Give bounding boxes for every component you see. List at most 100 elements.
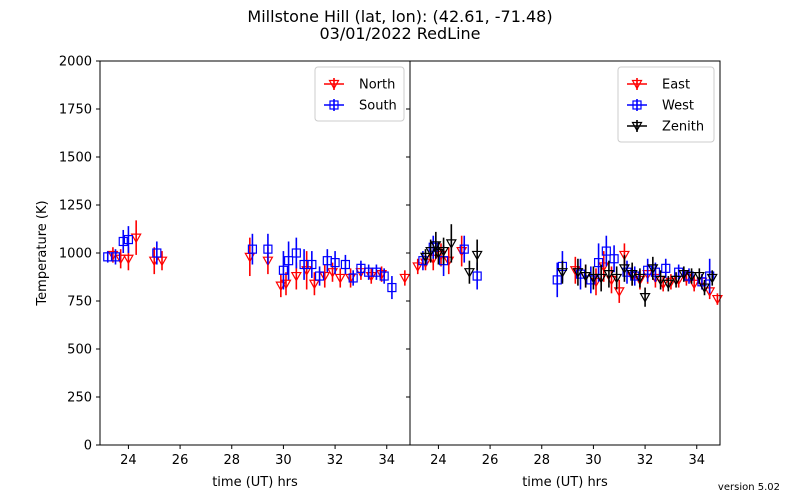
right-legend: East West Zenith [617, 66, 715, 143]
zenith-point [706, 273, 718, 284]
right-x-tick-label: 26 [482, 453, 499, 468]
south-point [123, 234, 134, 245]
zenith-point [438, 246, 450, 257]
zenith-point [432, 248, 444, 259]
east-point [613, 287, 625, 298]
left-y-tick-label: 2000 [59, 55, 92, 70]
zenith-point [698, 283, 711, 294]
west-point [552, 275, 562, 285]
zenith-point [670, 275, 682, 286]
left-y-tick-label: 0 [84, 439, 92, 454]
south-point [314, 271, 325, 281]
left-x-tick-label: 32 [327, 453, 344, 468]
left-y-tick-label: 1250 [59, 199, 92, 214]
legend-south-marker [329, 100, 339, 110]
right-axes-frame [409, 60, 721, 446]
zenith-point [678, 270, 690, 280]
zenith-point [634, 273, 646, 284]
south-point [278, 265, 289, 275]
zenith-point [655, 275, 667, 286]
zenith-point [445, 239, 457, 250]
legend-north-marker [328, 79, 340, 90]
legend-east-marker [631, 79, 643, 90]
north-point [334, 273, 346, 284]
chart-title-line1: Millstone Hill (lat, lon): (42.61, -71.4… [247, 7, 552, 26]
zenith-point [419, 252, 432, 263]
left-x-tick-label: 30 [275, 453, 292, 468]
right-x-axis-label: time (UT) hrs [522, 475, 608, 490]
zenith-point [662, 279, 674, 290]
legend-east-label: East [662, 78, 690, 93]
legend-west-label: West [662, 99, 694, 114]
left-y-tick-label: 1000 [59, 247, 92, 262]
right-plot-area: 24 26 28 30 32 34 East West Zenith [406, 60, 723, 468]
north-point [308, 279, 320, 290]
zenith-point [556, 268, 568, 278]
left-panel: 24 26 28 30 32 34 0 250 500 750 1000 1250 1500 1750 20… [35, 55, 411, 490]
south-point [307, 259, 317, 270]
left-x-tick-label: 26 [172, 453, 189, 468]
left-legend: North South [314, 66, 405, 122]
left-y-axis-label: Temperature (K) [35, 200, 50, 306]
zenith-point [595, 273, 607, 284]
south-point [152, 248, 162, 258]
south-series [103, 226, 397, 300]
zenith-point [463, 268, 475, 278]
north-point [290, 271, 302, 282]
left-y-tick-label: 250 [67, 391, 92, 406]
south-point [118, 236, 128, 247]
east-point [688, 279, 700, 290]
right-panel: 24 26 28 30 32 34 East West Zenith time (UT) hrs [406, 60, 723, 490]
zenith-point [639, 293, 651, 303]
zenith-series [419, 224, 718, 307]
legend-item-east: East [627, 78, 690, 93]
legend-west-marker [632, 100, 642, 110]
south-point [340, 259, 351, 270]
left-y-tick-label: 1750 [59, 103, 92, 118]
legend-south-label: South [359, 99, 397, 114]
south-point [247, 244, 258, 254]
right-x-tick-label: 34 [688, 453, 705, 468]
left-x-tick-label: 34 [378, 453, 395, 468]
left-plot-area: 24 26 28 30 32 34 0 250 500 750 1000 1250 1500 1750 20… [59, 55, 411, 468]
zenith-point [647, 264, 659, 275]
zenith-point [580, 271, 592, 282]
version-label: version 5.02 [718, 482, 780, 493]
south-point [387, 282, 397, 293]
west-point [609, 254, 619, 264]
legend-item-south: South [324, 99, 397, 114]
zenith-point [686, 271, 698, 282]
legend-item-north: North [324, 78, 395, 93]
right-x-tick-label: 28 [533, 453, 550, 468]
left-x-tick-label: 24 [120, 453, 137, 468]
right-x-tick-label: 24 [430, 453, 447, 468]
zenith-point [618, 264, 630, 275]
left-y-tick-label: 750 [67, 295, 92, 310]
left-x-axis-label: time (UT) hrs [212, 475, 298, 490]
zenith-point [587, 273, 599, 284]
east-point [618, 250, 630, 261]
chart-title-line2: 03/01/2022 RedLine [319, 24, 480, 43]
west-point [472, 271, 482, 281]
south-point [110, 252, 121, 262]
zenith-point [611, 273, 623, 284]
zenith-point [471, 250, 483, 261]
legend-zenith-label: Zenith [662, 120, 704, 135]
zenith-point [425, 246, 437, 257]
west-point [601, 246, 611, 256]
west-point [459, 244, 469, 254]
left-x-tick-label: 28 [223, 453, 240, 468]
zenith-point [603, 270, 615, 280]
right-x-tick-label: 32 [637, 453, 654, 468]
legend-item-zenith: Zenith [627, 120, 704, 135]
west-point [661, 263, 671, 273]
south-point [263, 244, 273, 254]
east-point [412, 262, 424, 273]
legend-item-west: West [627, 99, 694, 114]
zenith-point [572, 268, 584, 278]
left-y-tick-label: 1500 [59, 151, 92, 166]
north-point [319, 271, 331, 282]
legend-zenith-marker [631, 121, 643, 132]
right-legend-box [617, 66, 715, 143]
